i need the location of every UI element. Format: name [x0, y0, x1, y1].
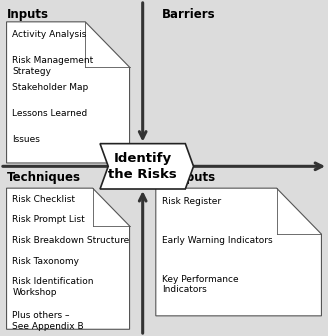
Polygon shape: [7, 188, 130, 329]
Text: Outputs: Outputs: [162, 171, 215, 184]
Text: Plus others –
See Appendix B: Plus others – See Appendix B: [12, 311, 84, 331]
Polygon shape: [7, 22, 130, 163]
Text: Activity Analysis: Activity Analysis: [12, 30, 87, 39]
Text: Key Performance
Indicators: Key Performance Indicators: [162, 275, 238, 294]
Text: Risk Identification
Workshop: Risk Identification Workshop: [12, 277, 94, 297]
Polygon shape: [156, 188, 321, 316]
Text: Techniques: Techniques: [7, 171, 81, 184]
Polygon shape: [100, 144, 194, 189]
Text: Issues: Issues: [12, 135, 40, 144]
Text: Early Warning Indicators: Early Warning Indicators: [162, 236, 272, 245]
Text: Risk Checklist: Risk Checklist: [12, 195, 75, 204]
Text: Risk Register: Risk Register: [162, 197, 221, 206]
Text: Stakeholder Map: Stakeholder Map: [12, 83, 89, 92]
Text: Identify
the Risks: Identify the Risks: [108, 152, 177, 181]
Text: Barriers: Barriers: [162, 8, 216, 22]
Text: Risk Prompt List: Risk Prompt List: [12, 215, 85, 224]
Text: Risk Breakdown Structure: Risk Breakdown Structure: [12, 236, 130, 245]
Text: Inputs: Inputs: [7, 8, 49, 22]
Text: Risk Taxonomy: Risk Taxonomy: [12, 257, 79, 265]
Text: Risk Management
Strategy: Risk Management Strategy: [12, 56, 94, 76]
Text: Lessons Learned: Lessons Learned: [12, 109, 88, 118]
